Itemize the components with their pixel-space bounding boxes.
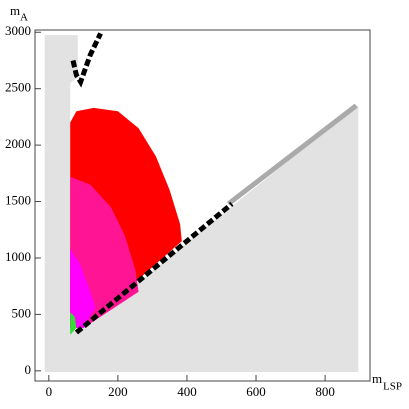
y-tick-label: 1500 bbox=[5, 193, 31, 208]
x-tick-label: 600 bbox=[246, 384, 266, 399]
region bbox=[70, 312, 77, 335]
region bbox=[44, 35, 359, 372]
y-tick-label: 3000 bbox=[5, 23, 31, 38]
y-tick-label: 0 bbox=[25, 362, 32, 377]
x-tick-label: 0 bbox=[46, 384, 53, 399]
y-tick-label: 500 bbox=[12, 305, 32, 320]
region bbox=[70, 249, 96, 328]
boundary-line bbox=[74, 201, 234, 335]
y-tick-label: 1000 bbox=[5, 249, 31, 264]
x-tick-label: 400 bbox=[177, 384, 197, 399]
boundary-line bbox=[226, 103, 358, 206]
x-tick-label: 800 bbox=[315, 384, 335, 399]
x-tick-label: 200 bbox=[108, 384, 128, 399]
y-label: m bbox=[10, 3, 20, 18]
x-label: m bbox=[372, 371, 382, 386]
y-tick-label: 2000 bbox=[5, 136, 31, 151]
x-label-subscript: LSP bbox=[383, 381, 402, 393]
y-tick-label: 2500 bbox=[5, 80, 31, 95]
plot-frame bbox=[34, 29, 371, 382]
boundary-line bbox=[70, 32, 103, 88]
y-label-subscript: A bbox=[20, 12, 28, 24]
